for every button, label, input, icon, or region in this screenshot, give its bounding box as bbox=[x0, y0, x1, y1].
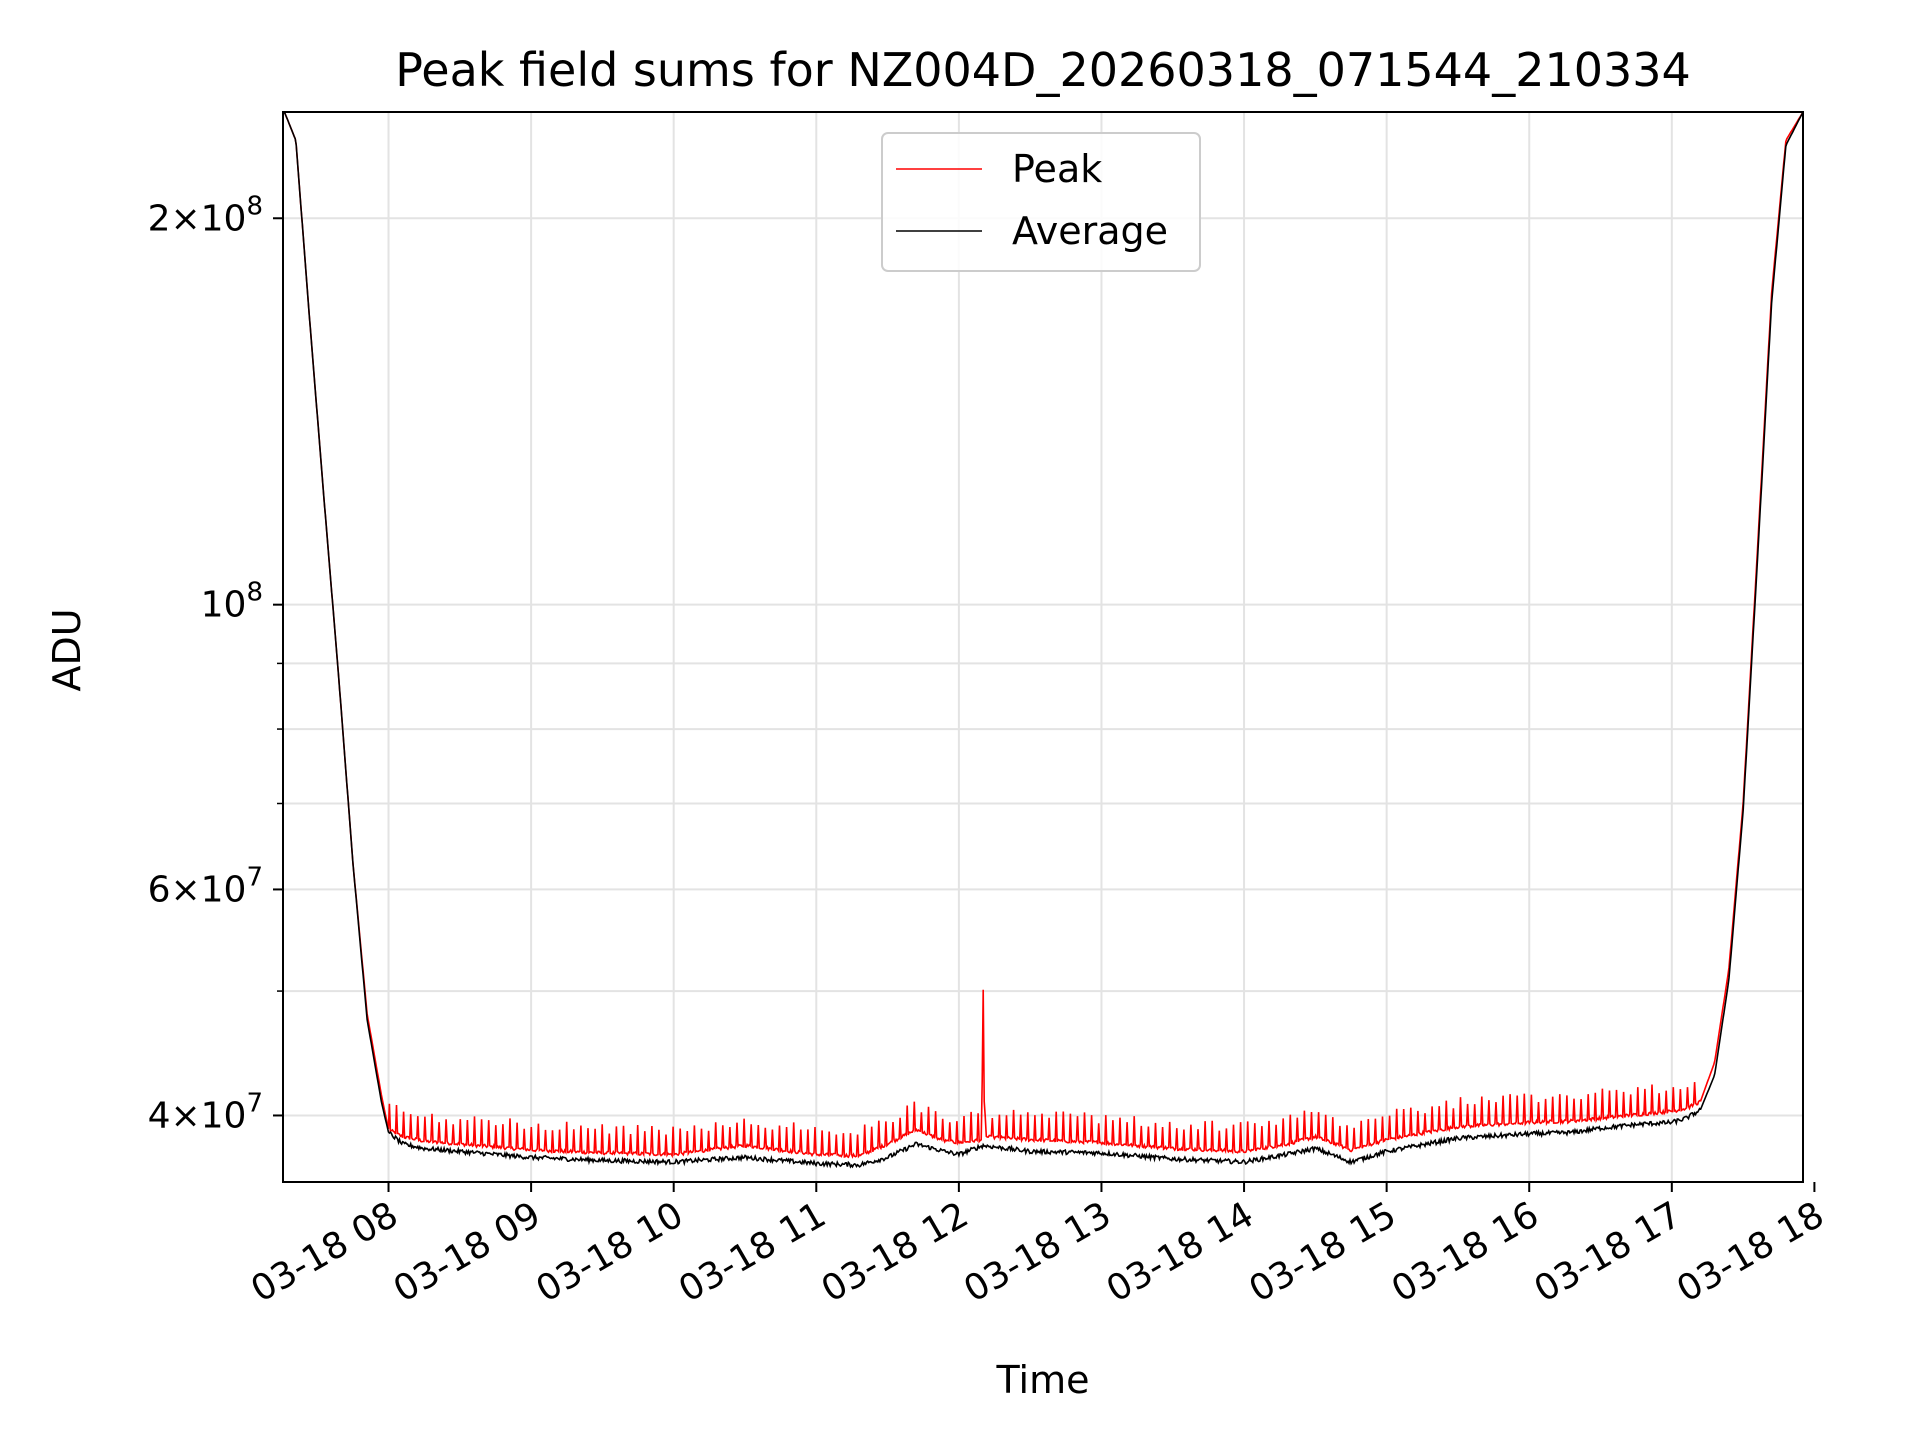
series-line-peak bbox=[283, 112, 1803, 1159]
series-layer bbox=[283, 112, 1803, 1169]
legend-label-peak: Peak bbox=[1012, 147, 1102, 191]
y-tick-label: 2×108 bbox=[148, 191, 263, 239]
plot-frame bbox=[282, 111, 1804, 1183]
y-tick-label: 4×107 bbox=[148, 1088, 263, 1136]
y-tick-label: 108 bbox=[201, 578, 263, 626]
chart-title: Peak field sums for NZ004D_20260318_0715… bbox=[395, 43, 1691, 97]
axis-ticks bbox=[273, 217, 1816, 1192]
legend-label-average: Average bbox=[1012, 209, 1168, 253]
y-tick-label: 6×107 bbox=[148, 862, 263, 910]
y-axis-title: ADU bbox=[45, 608, 89, 691]
legend: Peak Average bbox=[881, 132, 1201, 272]
y-tick-labels: 4×107 6×107 108 2×108 bbox=[148, 191, 263, 1136]
series-line-average bbox=[283, 112, 1803, 1169]
legend-frame bbox=[881, 132, 1201, 272]
x-axis-title: Time bbox=[996, 1358, 1090, 1402]
